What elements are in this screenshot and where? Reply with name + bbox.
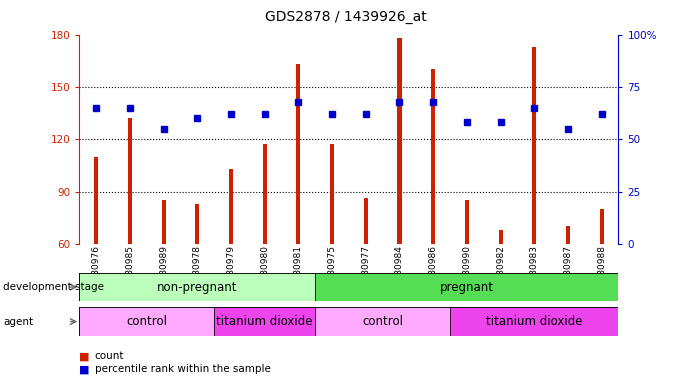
Bar [532,47,536,244]
Text: ■: ■ [79,351,90,361]
Bar [128,118,132,244]
Text: titanium dioxide: titanium dioxide [216,315,313,328]
Bar [315,307,450,336]
Bar [196,204,200,244]
Text: titanium dioxide: titanium dioxide [486,315,583,328]
Text: agent: agent [3,316,34,327]
Bar [363,199,368,244]
Bar [315,273,618,301]
Text: GDS2878 / 1439926_at: GDS2878 / 1439926_at [265,10,426,23]
Text: count: count [95,351,124,361]
Bar [162,200,166,244]
Text: control: control [362,315,403,328]
Text: non-pregnant: non-pregnant [157,281,238,293]
Text: development stage: development stage [3,282,104,292]
Bar [431,70,435,244]
Bar [79,307,214,336]
Bar [94,157,98,244]
Bar [450,307,618,336]
Text: percentile rank within the sample: percentile rank within the sample [95,364,271,374]
Bar [330,144,334,244]
Bar [229,169,233,244]
Bar [79,273,315,301]
Bar [263,144,267,244]
Text: ■: ■ [79,364,90,374]
Text: pregnant: pregnant [440,281,494,293]
Bar [214,307,315,336]
Bar [296,64,301,244]
Text: control: control [126,315,167,328]
Bar [498,230,502,244]
Bar [566,227,570,244]
Bar [600,209,604,244]
Bar [397,38,401,244]
Bar [465,200,469,244]
